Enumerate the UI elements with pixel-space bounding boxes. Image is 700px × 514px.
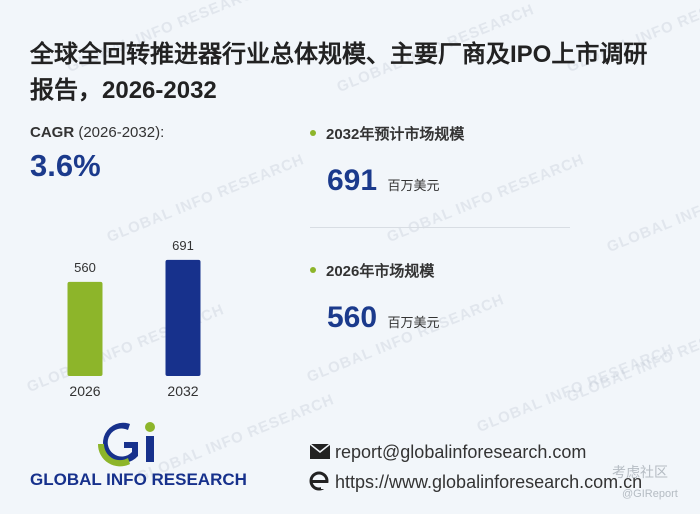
stat: 691 百万美元: [327, 164, 440, 198]
watermark: GLOBAL INFO RESEARCH: [604, 161, 700, 256]
corner-watermark: @GIReport: [622, 488, 678, 500]
email: report@globalinforesearch.com: [335, 442, 587, 462]
title-line: 全球全回转推进器行业总体规模、主要厂商及IPO上市调研: [30, 41, 648, 68]
x-tick-label: 2032: [167, 383, 198, 399]
cagr-period: (2026-2032):: [78, 124, 165, 141]
stat-unit: 百万美元: [387, 315, 440, 330]
bullet: [310, 267, 316, 273]
website: https://www.globalinforesearch.com.cn: [335, 472, 643, 492]
bar: [165, 259, 201, 376]
logo-mark: [97, 422, 155, 467]
data-label: 691: [172, 238, 194, 253]
bar-chart: 560 2026 691 2032: [67, 238, 201, 399]
title-line: 报告，2026-2032: [30, 77, 217, 104]
x-tick-label: 2026: [69, 383, 100, 399]
cagr-value: 3.6%: [30, 148, 101, 183]
email-icon: [310, 444, 330, 459]
stat-unit: 百万美元: [387, 178, 440, 193]
logo-name: GLOBAL INFO RESEARCH: [30, 470, 247, 489]
corner-watermark: 考虑社区: [612, 464, 668, 480]
stat: 560 百万美元: [327, 301, 440, 335]
bullet: [310, 130, 316, 136]
data-label: 560: [74, 260, 96, 275]
web-icon-glyph: [309, 471, 329, 491]
cagr-label: CAGR: [30, 124, 75, 141]
stat-value: 560: [327, 301, 378, 334]
watermark: GLOBAL INFO RESEARCH: [474, 341, 677, 436]
stat-label: 2026年市场规模: [326, 263, 435, 280]
cagr-caption: CAGR (2026-2032):: [30, 124, 164, 141]
bar: [67, 281, 103, 376]
stat-label: 2032年预计市场规模: [326, 126, 465, 143]
stat-value: 691: [327, 164, 378, 197]
divider: [310, 227, 570, 228]
